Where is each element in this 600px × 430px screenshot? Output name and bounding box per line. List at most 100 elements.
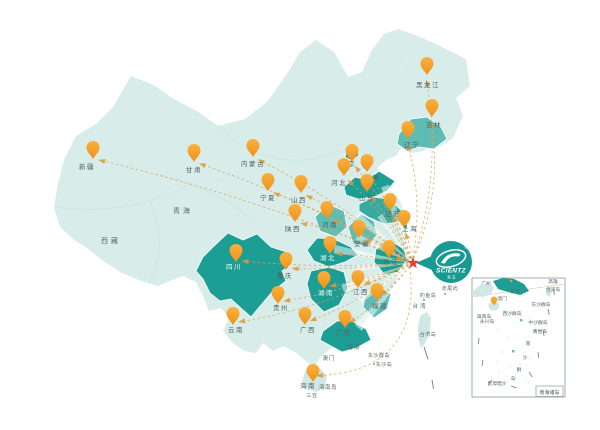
inset-hainan-pin <box>490 296 498 306</box>
inset-island-dot-nansha <box>512 350 515 353</box>
route-line <box>369 176 412 259</box>
pin-icon <box>382 240 396 258</box>
map-label: 东沙岛 <box>376 361 393 368</box>
inset-title: 南海诸岛 <box>539 389 559 396</box>
pin-icon <box>288 204 302 222</box>
inset-islet-dot <box>515 347 517 349</box>
map-pin <box>323 236 337 254</box>
pin-icon <box>370 283 384 301</box>
map-pin <box>306 364 320 382</box>
inset-title-box <box>535 385 564 397</box>
pin-label: 湖南 <box>318 288 334 297</box>
pin-icon <box>383 193 397 211</box>
route-line <box>354 165 411 259</box>
route-line <box>391 215 412 259</box>
route-line <box>348 266 410 324</box>
inset-coast-east <box>493 278 529 295</box>
routes-group <box>98 79 435 378</box>
pin-icon <box>397 210 411 228</box>
map-pin <box>360 174 374 192</box>
ray <box>413 193 429 263</box>
pin-icon <box>401 121 415 139</box>
ray <box>377 213 413 263</box>
internal-borders <box>55 125 341 285</box>
pin-label: 陕西 <box>285 224 301 233</box>
pin-label: 上海 <box>402 224 418 233</box>
map-pin <box>397 210 411 228</box>
ray <box>355 263 413 272</box>
inset-islet-dot <box>529 357 531 359</box>
inset-frame <box>471 277 566 398</box>
inset-islet-dot <box>527 381 529 383</box>
inset-city-dot <box>509 279 513 283</box>
ray <box>333 245 413 263</box>
inset-label: 永兴岛 <box>480 318 495 325</box>
route-line <box>198 163 409 262</box>
inset-label: 西沙群岛 <box>502 310 521 317</box>
pin-label: 内蒙古 <box>241 159 265 168</box>
inset-label: 曾母暗沙 <box>487 380 506 387</box>
map-label: 台湾岛 <box>420 331 437 338</box>
pin-label: 黑龙江 <box>416 80 440 89</box>
pin-label: 吉林 <box>426 120 442 129</box>
pin-icon <box>279 252 293 270</box>
inset-nine-dash-line <box>478 288 555 389</box>
map-label: 海南岛 <box>319 383 337 391</box>
map-label: 东沙群岛 <box>368 352 390 359</box>
inset-label: 澳门 <box>497 295 507 302</box>
map-pin <box>86 141 100 159</box>
route-line <box>98 159 409 262</box>
route-line <box>238 264 409 324</box>
pin-label: 安徽 <box>354 239 370 248</box>
inset-dash <box>542 329 545 336</box>
map-pin <box>261 173 275 191</box>
inset-taiwan <box>546 286 552 297</box>
logo-circle <box>430 241 472 283</box>
map-label: 青海 <box>173 206 193 215</box>
pin-label: 河北 <box>331 179 347 187</box>
pin-label: 辽宁 <box>404 140 420 149</box>
pin-label: 新疆 <box>79 162 95 171</box>
pin-label: 江苏 <box>385 209 401 218</box>
map-label: 钓鱼岛 <box>420 292 437 299</box>
inset-label: 岛 <box>511 375 516 382</box>
route-line <box>316 266 412 378</box>
ray <box>384 263 413 319</box>
pin-icon <box>345 144 359 162</box>
map-label: 三亚 <box>306 393 317 399</box>
inset-hainan <box>488 301 500 311</box>
callout-pointer <box>416 255 433 271</box>
route-line <box>380 266 410 296</box>
inset-islet-dot <box>505 375 507 377</box>
pin-icon <box>317 271 331 289</box>
route-line <box>347 179 411 260</box>
route-line <box>329 263 409 288</box>
inset-coast-west <box>472 283 494 297</box>
route-line <box>412 79 433 259</box>
islet-dot <box>423 299 425 301</box>
pin-icon <box>187 144 201 162</box>
map-pin <box>187 144 201 162</box>
map-label: 赤尾屿 <box>442 285 459 292</box>
pin-icon <box>306 364 320 382</box>
inset-islet-dot <box>498 371 500 373</box>
sea-boundary-dashes <box>373 293 446 389</box>
route-line <box>305 195 410 261</box>
route-line <box>331 220 409 262</box>
pin-icon <box>271 286 285 304</box>
inset-label: 沙 <box>523 355 528 361</box>
inset-dash <box>528 371 533 378</box>
inset-label: 高雄 <box>548 278 558 285</box>
pin-label: 浙江 <box>383 257 399 266</box>
inset-label: 群 <box>517 366 522 373</box>
inset-dash <box>510 385 517 389</box>
islet-dot <box>444 293 446 295</box>
inset-island-dot-zhongsha <box>520 319 523 322</box>
boundary-dash <box>423 346 429 360</box>
inset-label: 广州 <box>481 280 491 287</box>
logo-ellipse-icon <box>435 249 467 268</box>
inset-dash <box>537 351 540 358</box>
pin-label: 四川 <box>226 263 242 271</box>
